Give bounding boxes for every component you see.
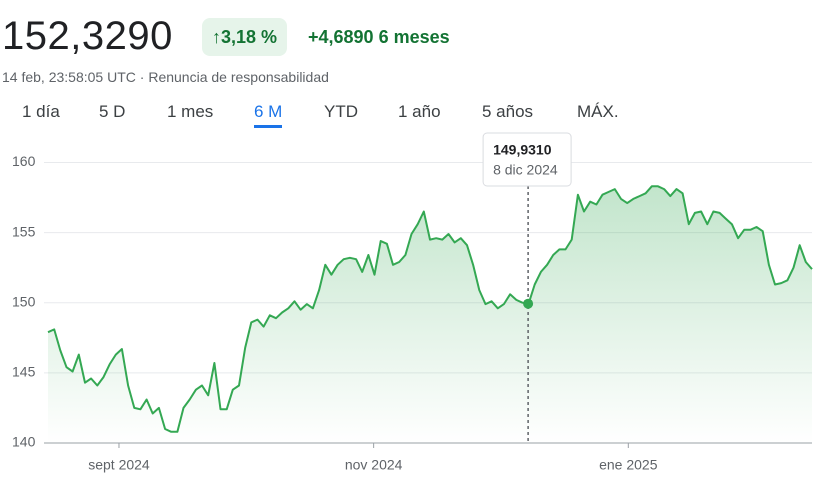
change-percent-badge: ↑3,18 % bbox=[202, 18, 288, 56]
range-tab[interactable]: YTD bbox=[324, 102, 358, 121]
tooltip-date: 8 dic 2024 bbox=[493, 162, 558, 178]
range-tab[interactable]: 5 D bbox=[99, 102, 126, 121]
x-tick-label: sept 2024 bbox=[88, 457, 150, 473]
range-tab[interactable]: 1 mes bbox=[167, 102, 214, 121]
y-tick-label: 160 bbox=[12, 153, 36, 169]
change: +4,6890 6 meses bbox=[308, 27, 450, 48]
y-tick-label: 155 bbox=[12, 223, 36, 239]
y-tick-label: 145 bbox=[12, 364, 36, 380]
x-tick-label: ene 2025 bbox=[599, 457, 658, 473]
disclaimer[interactable]: Renuncia de responsabilidad bbox=[148, 69, 329, 85]
x-tick-label: nov 2024 bbox=[345, 457, 403, 473]
range-tab[interactable]: 6 M bbox=[254, 102, 283, 128]
subtitle: 14 feb, 23:58:05 UTC · Renuncia de respo… bbox=[2, 69, 329, 85]
range-tab[interactable]: MÁX. bbox=[577, 102, 619, 121]
range-tab[interactable]: 1 día bbox=[22, 102, 60, 121]
area-fill bbox=[48, 186, 812, 444]
hover-dot bbox=[523, 298, 534, 309]
change-abs: +4,6890 bbox=[308, 27, 374, 47]
tooltip-value: 149,9310 bbox=[493, 142, 552, 158]
period: 6 meses bbox=[378, 27, 450, 47]
range-tab[interactable]: 1 año bbox=[398, 102, 441, 121]
tooltip bbox=[482, 132, 572, 187]
timestamp: 14 feb, 23:58:05 UTC bbox=[2, 69, 136, 85]
y-tick-label: 140 bbox=[12, 434, 36, 450]
y-tick-label: 150 bbox=[12, 293, 36, 309]
range-tabs: 1 día 5 D 1 mes 6 M YTD 1 año 5 años MÁX. bbox=[0, 102, 837, 128]
range-tab[interactable]: 5 años bbox=[482, 102, 534, 121]
price-line bbox=[47, 185, 813, 433]
price: 152,3290 bbox=[2, 14, 173, 58]
change-percent: 3,18 % bbox=[221, 27, 278, 47]
